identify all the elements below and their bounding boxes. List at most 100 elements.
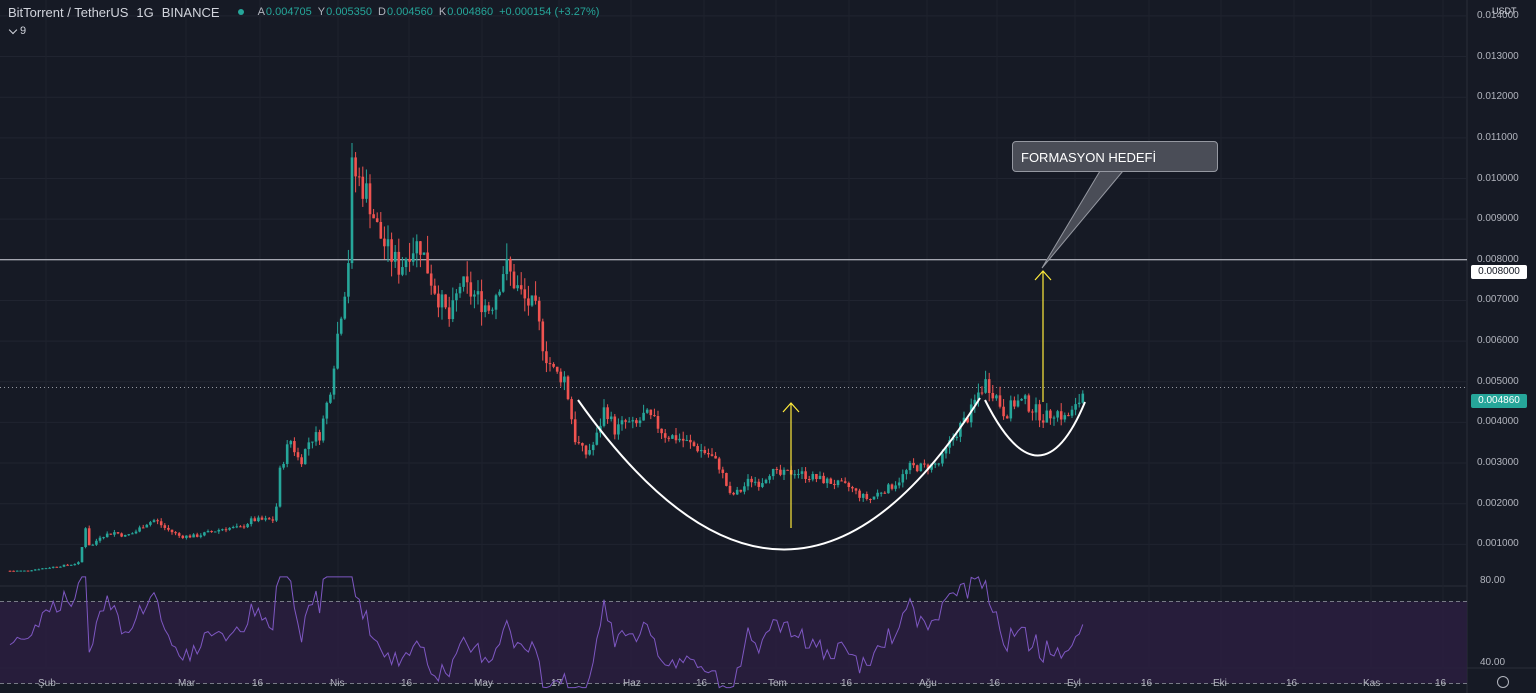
candle-body	[980, 392, 984, 394]
candle-body	[797, 473, 800, 475]
candle-body	[102, 537, 105, 539]
candle-body	[397, 251, 401, 275]
chevron-down-icon[interactable]	[8, 25, 18, 34]
candle-body	[1041, 420, 1045, 423]
candle-body	[555, 366, 559, 372]
indicators-toggle[interactable]: 9	[8, 25, 26, 37]
interval-label[interactable]: 1G	[136, 4, 154, 20]
candle-body	[883, 492, 887, 494]
candle-body	[1081, 393, 1085, 403]
candle-body	[87, 528, 91, 546]
candle-body	[703, 450, 707, 453]
candle-body	[260, 517, 264, 520]
candle-body	[588, 450, 591, 455]
candle-body	[851, 487, 854, 489]
candle-body	[145, 524, 149, 528]
candle-body	[725, 473, 728, 486]
candle-body	[505, 258, 509, 275]
candle-body	[617, 424, 620, 435]
target-arrowhead	[1034, 270, 1052, 281]
candle-body	[516, 285, 519, 289]
candle-body	[771, 469, 775, 477]
candle-body	[649, 409, 653, 416]
candle-body	[1038, 404, 1041, 421]
candle-body	[239, 526, 242, 528]
candle-body	[865, 493, 869, 500]
candle-body	[181, 535, 185, 538]
candle-body	[48, 567, 51, 569]
candle-body	[228, 527, 231, 530]
candle-body	[451, 300, 455, 320]
candle-body	[120, 533, 123, 537]
pattern-target-callout[interactable]: FORMASYON HEDEFİ	[1012, 141, 1218, 172]
candle-body	[159, 521, 163, 526]
candle-body	[872, 496, 876, 500]
candle-body	[566, 376, 570, 400]
candle-body	[199, 535, 203, 537]
candle-body	[275, 506, 278, 521]
candle-body	[303, 449, 307, 465]
candle-body	[847, 482, 851, 488]
candle-body	[415, 241, 419, 254]
candle-body	[98, 537, 102, 541]
rsi-line	[9, 576, 1084, 689]
candle-body	[224, 529, 228, 531]
candle-body	[141, 527, 145, 529]
candle-body	[127, 534, 131, 536]
candle-body	[350, 157, 354, 264]
candle-body	[721, 469, 725, 474]
time-tick-label: 17	[551, 678, 563, 689]
rsi-tick-label: 80.00	[1480, 575, 1506, 586]
candle-body	[343, 296, 347, 319]
price-tick-label: 0.002000	[1477, 497, 1519, 509]
candle-body	[80, 547, 84, 563]
price-tick-label: 0.010000	[1477, 172, 1519, 184]
candle-body	[462, 276, 465, 287]
candle-body	[361, 176, 365, 199]
candle-body	[761, 483, 764, 487]
candle-body	[447, 307, 451, 320]
time-tick-label: 16	[1141, 678, 1153, 689]
candle-body	[163, 525, 167, 528]
exchange-label: BINANCE	[161, 4, 220, 20]
candle-body	[95, 540, 98, 545]
candle-body	[206, 531, 210, 533]
candle-body	[494, 295, 498, 310]
gear-icon[interactable]	[1497, 676, 1509, 688]
candle-body	[800, 471, 804, 474]
candle-body	[433, 285, 437, 294]
candle-body	[923, 463, 926, 465]
candle-body	[84, 528, 87, 548]
candle-body	[739, 489, 743, 492]
candle-body	[41, 568, 44, 570]
candle-body	[458, 286, 462, 294]
candle-body	[653, 415, 656, 417]
currency-label[interactable]: USDT	[1492, 6, 1517, 16]
candle-body	[1016, 400, 1020, 407]
candle-body	[188, 535, 192, 538]
candle-body	[591, 444, 595, 451]
candle-body	[581, 443, 584, 446]
candle-body	[1070, 409, 1074, 416]
candle-body	[631, 420, 635, 422]
candle-body	[768, 476, 771, 480]
candle-body	[185, 535, 188, 538]
candle-body	[955, 436, 959, 439]
candle-body	[253, 518, 257, 522]
candle-body	[69, 564, 73, 566]
symbol-name[interactable]: BitTorrent / TetherUS	[8, 4, 129, 20]
price-tick-label: 0.007000	[1477, 294, 1519, 306]
candle-body	[750, 478, 753, 483]
candle-body	[210, 531, 213, 533]
candle-body	[707, 452, 710, 455]
candle-body	[170, 529, 174, 533]
candle-body	[941, 453, 944, 464]
candle-body	[167, 527, 170, 530]
candle-body	[537, 300, 541, 322]
candle-body	[465, 276, 469, 283]
candle-body	[779, 469, 782, 475]
candle-body	[318, 432, 321, 441]
candle-body	[609, 416, 613, 420]
